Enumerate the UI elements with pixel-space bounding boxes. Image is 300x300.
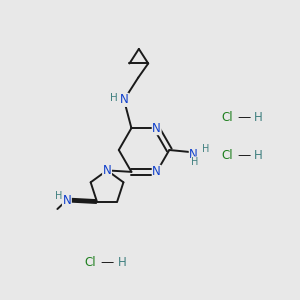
Text: H: H — [55, 190, 62, 201]
Text: H: H — [110, 92, 118, 103]
Text: —: — — [100, 256, 113, 269]
Text: N: N — [103, 164, 111, 177]
Text: H: H — [191, 157, 199, 167]
Text: H: H — [117, 256, 126, 269]
Text: N: N — [120, 93, 128, 106]
Text: Cl: Cl — [85, 256, 96, 269]
Text: N: N — [152, 165, 161, 178]
Text: N: N — [62, 194, 71, 207]
Text: Cl: Cl — [221, 111, 233, 124]
Text: N: N — [189, 148, 198, 161]
Text: N: N — [152, 122, 161, 135]
Text: H: H — [202, 144, 209, 154]
Text: —: — — [237, 149, 250, 162]
Text: —: — — [237, 111, 250, 124]
Text: H: H — [254, 111, 263, 124]
Text: H: H — [254, 149, 263, 162]
Text: Cl: Cl — [221, 149, 233, 162]
